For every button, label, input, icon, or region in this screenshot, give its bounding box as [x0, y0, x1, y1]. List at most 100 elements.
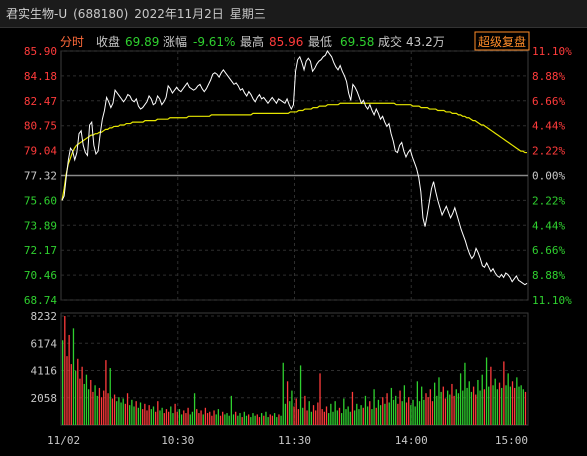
volume-bar [87, 389, 90, 425]
volume-bar [345, 409, 347, 425]
volume-bar [202, 414, 204, 425]
volume-bar [317, 402, 319, 425]
volume-bar [176, 411, 178, 425]
volume-bar [462, 390, 464, 425]
volume-bar [144, 403, 146, 425]
volume-bar [373, 389, 375, 425]
volume-bar [416, 381, 418, 425]
time-axis: 11/02 10:30 11:30 14:00 15:00 [47, 434, 528, 447]
price-tick-label: 72.17 [24, 244, 57, 257]
volume-bar [206, 413, 209, 425]
volume-bar [414, 406, 416, 425]
volume-bar [334, 401, 336, 425]
volume-bar [96, 395, 98, 425]
time-tick-label: 11:30 [278, 434, 311, 447]
volume-bar [343, 398, 345, 425]
volume-bar [524, 391, 527, 425]
volume-bar [170, 406, 172, 425]
volume-bar [375, 407, 377, 425]
volume-bar [85, 374, 88, 425]
mode-label[interactable]: 分时 [60, 35, 84, 49]
percent-tick-label: 4.44% [532, 120, 565, 133]
price-left-axis: 85.90 84.18 82.47 80.75 79.04 77.32 75.60 73.89… [24, 45, 57, 307]
volume-bar [109, 368, 111, 425]
percent-tick-label: 4.44% [532, 219, 565, 232]
volume-bar [507, 373, 509, 425]
volume-bar [271, 415, 274, 425]
volume-tick-label: 8232 [31, 310, 58, 323]
volume-bar [282, 362, 284, 425]
high-label: 最高 [240, 34, 264, 49]
close-value: 69.89 [125, 35, 159, 49]
volume-bar [351, 391, 354, 425]
volume-bar [248, 414, 250, 425]
volume-bar [94, 385, 96, 425]
volume-bar [265, 411, 267, 425]
volume-bar [198, 413, 200, 425]
volume-bar [362, 407, 364, 425]
volume-bar [321, 409, 323, 425]
volume-bar [302, 407, 304, 425]
volume-bar [293, 406, 295, 425]
volume-bar [356, 403, 358, 425]
time-tick-label: 10:30 [161, 434, 194, 447]
volume-bar [133, 406, 135, 425]
volume-bar [444, 398, 447, 425]
percent-tick-label: 2.22% [532, 145, 565, 158]
volume-bar [427, 397, 429, 425]
volume-bar [278, 414, 280, 425]
volume-bar [209, 411, 211, 425]
volume-bar [347, 406, 349, 425]
price-tick-label: 79.04 [24, 145, 57, 158]
super-review-button-label[interactable]: 超级复盘 [478, 34, 526, 49]
intraday-chart[interactable]: 分时 收盘 69.89 涨幅 -9.61% 最高 85.96 最低 69.58 … [0, 28, 587, 456]
volume-bar [174, 403, 176, 425]
time-tick-label: 15:00 [495, 434, 528, 447]
volume-tick-label: 2058 [31, 392, 58, 405]
volume-bar [155, 411, 157, 425]
volume-bar [256, 414, 258, 425]
volume-bar [306, 410, 308, 425]
volume-bar [490, 366, 492, 425]
volume-bar [167, 411, 170, 425]
volume-grid [61, 313, 528, 425]
volume-bar [230, 395, 232, 425]
volume-bar [488, 386, 490, 425]
volume-bar [237, 415, 239, 425]
volume-bar [185, 413, 187, 425]
price-tick-label: 70.46 [24, 269, 57, 282]
volume-bar [494, 378, 496, 425]
volume-bar [146, 410, 148, 425]
volume-bar [122, 398, 124, 425]
volume-bar [384, 403, 386, 425]
volume-bar [228, 415, 230, 425]
volume-bar [90, 379, 92, 425]
volume-bar [371, 409, 373, 425]
info-bar: 分时 收盘 69.89 涨幅 -9.61% 最高 85.96 最低 69.58 … [60, 34, 445, 49]
volume-bar [436, 395, 438, 425]
volume-axis: 8232 6174 4116 2058 [31, 310, 58, 405]
volume-bar [72, 328, 75, 425]
volume-tick-label: 6174 [31, 337, 58, 350]
volume-bar [425, 393, 427, 425]
volume-bar [483, 389, 486, 425]
volume-bar [142, 409, 144, 425]
volume-bar [105, 360, 107, 425]
percent-tick-label: 11.10% [532, 45, 572, 58]
volume-bar [364, 395, 367, 425]
volume-bar [386, 393, 388, 425]
volume-bar [353, 410, 356, 425]
super-review-button[interactable]: 超级复盘 [474, 31, 530, 51]
volume-bar [107, 393, 109, 425]
volume-bar [196, 409, 198, 425]
volume-bar [254, 415, 256, 425]
super-review-button-frame[interactable] [474, 31, 530, 51]
volume-bar [516, 377, 518, 425]
volume-bar [113, 394, 116, 425]
volume-bar [276, 417, 278, 425]
volume-bar [449, 394, 451, 425]
volume-bar [501, 387, 503, 425]
volume-bar [459, 373, 462, 425]
volume-bar [299, 365, 302, 425]
volume-tick-label: 4116 [31, 365, 58, 378]
